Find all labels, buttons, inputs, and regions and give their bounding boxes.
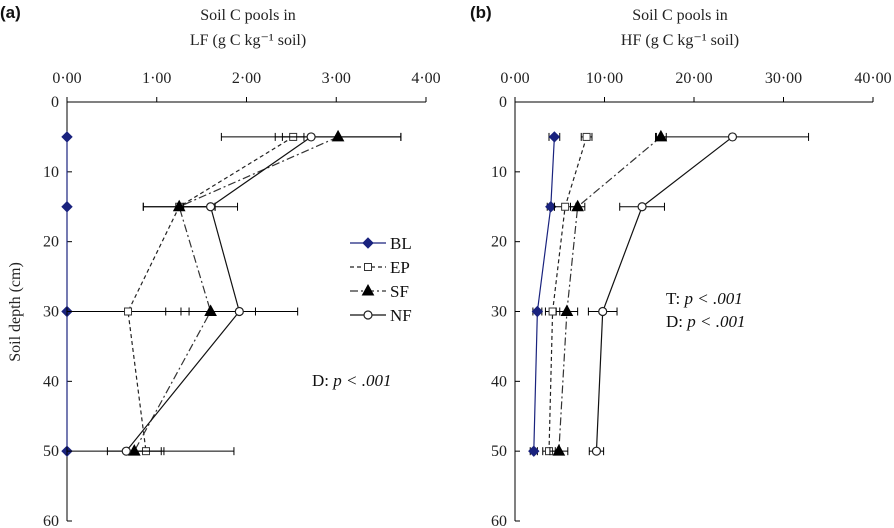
data-point-bl	[531, 305, 544, 318]
x-tick-label: 1·00	[142, 70, 171, 87]
series-bl	[528, 131, 561, 457]
data-point-ep	[561, 202, 570, 211]
series-ep	[542, 132, 593, 456]
series-line-sf	[558, 136, 662, 452]
y-tick-label: 20	[43, 234, 59, 251]
series-line-nf	[125, 136, 312, 452]
data-point-nf	[206, 202, 216, 212]
y-tick-label: 10	[491, 164, 507, 181]
data-point-sf	[560, 304, 574, 316]
data-point-nf	[727, 132, 738, 142]
legend-swatch-marker	[362, 237, 374, 249]
data-point-nf	[306, 132, 316, 142]
data-point-sf	[331, 129, 345, 142]
x-tick-label: 30·00	[765, 70, 802, 87]
legend-label: SF	[390, 282, 409, 301]
data-point-sf	[654, 129, 668, 142]
series-line-ep	[548, 136, 588, 452]
y-tick-label: 50	[43, 443, 59, 460]
panel-b-title-line2: HF (g C kg⁻¹ soil)	[621, 32, 739, 49]
series-nf	[66, 132, 402, 456]
data-point-sf	[571, 199, 584, 212]
data-point-bl	[61, 131, 73, 143]
legend-item-nf: NF	[350, 306, 412, 325]
x-tick-label: 3·00	[322, 70, 351, 87]
x-tick-label: 2·00	[232, 70, 261, 87]
data-point-nf	[637, 202, 647, 212]
legend-item-bl: BL	[350, 234, 412, 253]
x-tick-label: 20·00	[675, 70, 712, 87]
legend-item-sf: SF	[350, 282, 409, 301]
series-sf	[106, 129, 402, 456]
series-line-ep	[127, 136, 294, 452]
series-sf	[549, 129, 668, 456]
y-tick-label: 50	[491, 443, 507, 460]
data-point-nf	[121, 446, 131, 456]
panel-a-y-axis-label: Soil depth (cm)	[7, 262, 24, 362]
data-point-sf	[204, 304, 217, 316]
y-tick-label: 60	[491, 513, 507, 528]
panel-a-annotation-depth: D: p < .001	[312, 371, 391, 390]
legend-label: NF	[390, 306, 412, 325]
data-point-sf	[172, 199, 186, 212]
panel-b-title-line1: Soil C pools in	[632, 7, 728, 24]
data-point-nf	[598, 306, 608, 317]
data-point-ep	[582, 132, 591, 141]
legend-label: EP	[390, 258, 410, 277]
y-tick-label: 30	[43, 304, 59, 321]
y-tick-label: 30	[491, 304, 507, 321]
data-point-ep	[124, 307, 133, 316]
panel-a-title-line2: LF (g C kg⁻¹ soil)	[190, 32, 306, 49]
y-tick-label: 0	[51, 94, 59, 111]
x-tick-label: 0·00	[52, 70, 81, 87]
x-tick-label: 10·00	[586, 70, 623, 87]
x-tick-label: 4·00	[411, 70, 440, 87]
y-tick-label: 10	[43, 164, 59, 181]
y-tick-label: 60	[43, 513, 59, 528]
data-point-ep	[548, 307, 557, 316]
legend-item-ep: EP	[350, 258, 410, 277]
legend-swatch-marker	[363, 310, 373, 320]
legend: BL EP SF NF	[350, 234, 412, 325]
panel-a-label: (a)	[0, 3, 21, 22]
legend-label: BL	[390, 234, 412, 253]
series-line-nf	[595, 136, 733, 452]
x-tick-label: 0·00	[500, 70, 529, 87]
panel-b-label: (b)	[470, 3, 492, 22]
data-point-bl	[61, 201, 73, 213]
data-point-nf	[591, 446, 602, 456]
x-tick-label: 40·00	[854, 70, 891, 87]
panel-b-annotation-treatment: T: p < .001	[666, 289, 743, 308]
data-point-sf	[552, 444, 566, 456]
data-point-bl	[548, 131, 561, 143]
y-tick-label: 20	[491, 234, 507, 251]
series-ep	[66, 132, 305, 456]
y-tick-label: 40	[43, 373, 59, 390]
y-tick-label: 0	[499, 94, 507, 111]
data-point-nf	[234, 306, 244, 317]
data-point-bl	[528, 445, 540, 457]
panel-b-plot: 0·00 10·00 20·00 30·00 40·00 0 10 20 30 40 50 60	[491, 70, 892, 528]
data-point-sf	[127, 444, 141, 456]
legend-swatch-marker	[364, 263, 372, 271]
series-line-bl	[533, 136, 555, 452]
panel-b-annotation-depth: D: p < .001	[666, 312, 745, 331]
y-tick-label: 40	[491, 373, 507, 390]
legend-swatch-marker	[361, 283, 375, 296]
panel-a-title-line1: Soil C pools in	[200, 7, 296, 24]
series-bl	[61, 131, 73, 457]
series-line-sf	[133, 136, 339, 452]
series-nf	[587, 132, 810, 456]
panel-a-plot: 0·00 1·00 2·00 3·00 4·00 0 10 20 30 40 50 60	[43, 70, 441, 528]
